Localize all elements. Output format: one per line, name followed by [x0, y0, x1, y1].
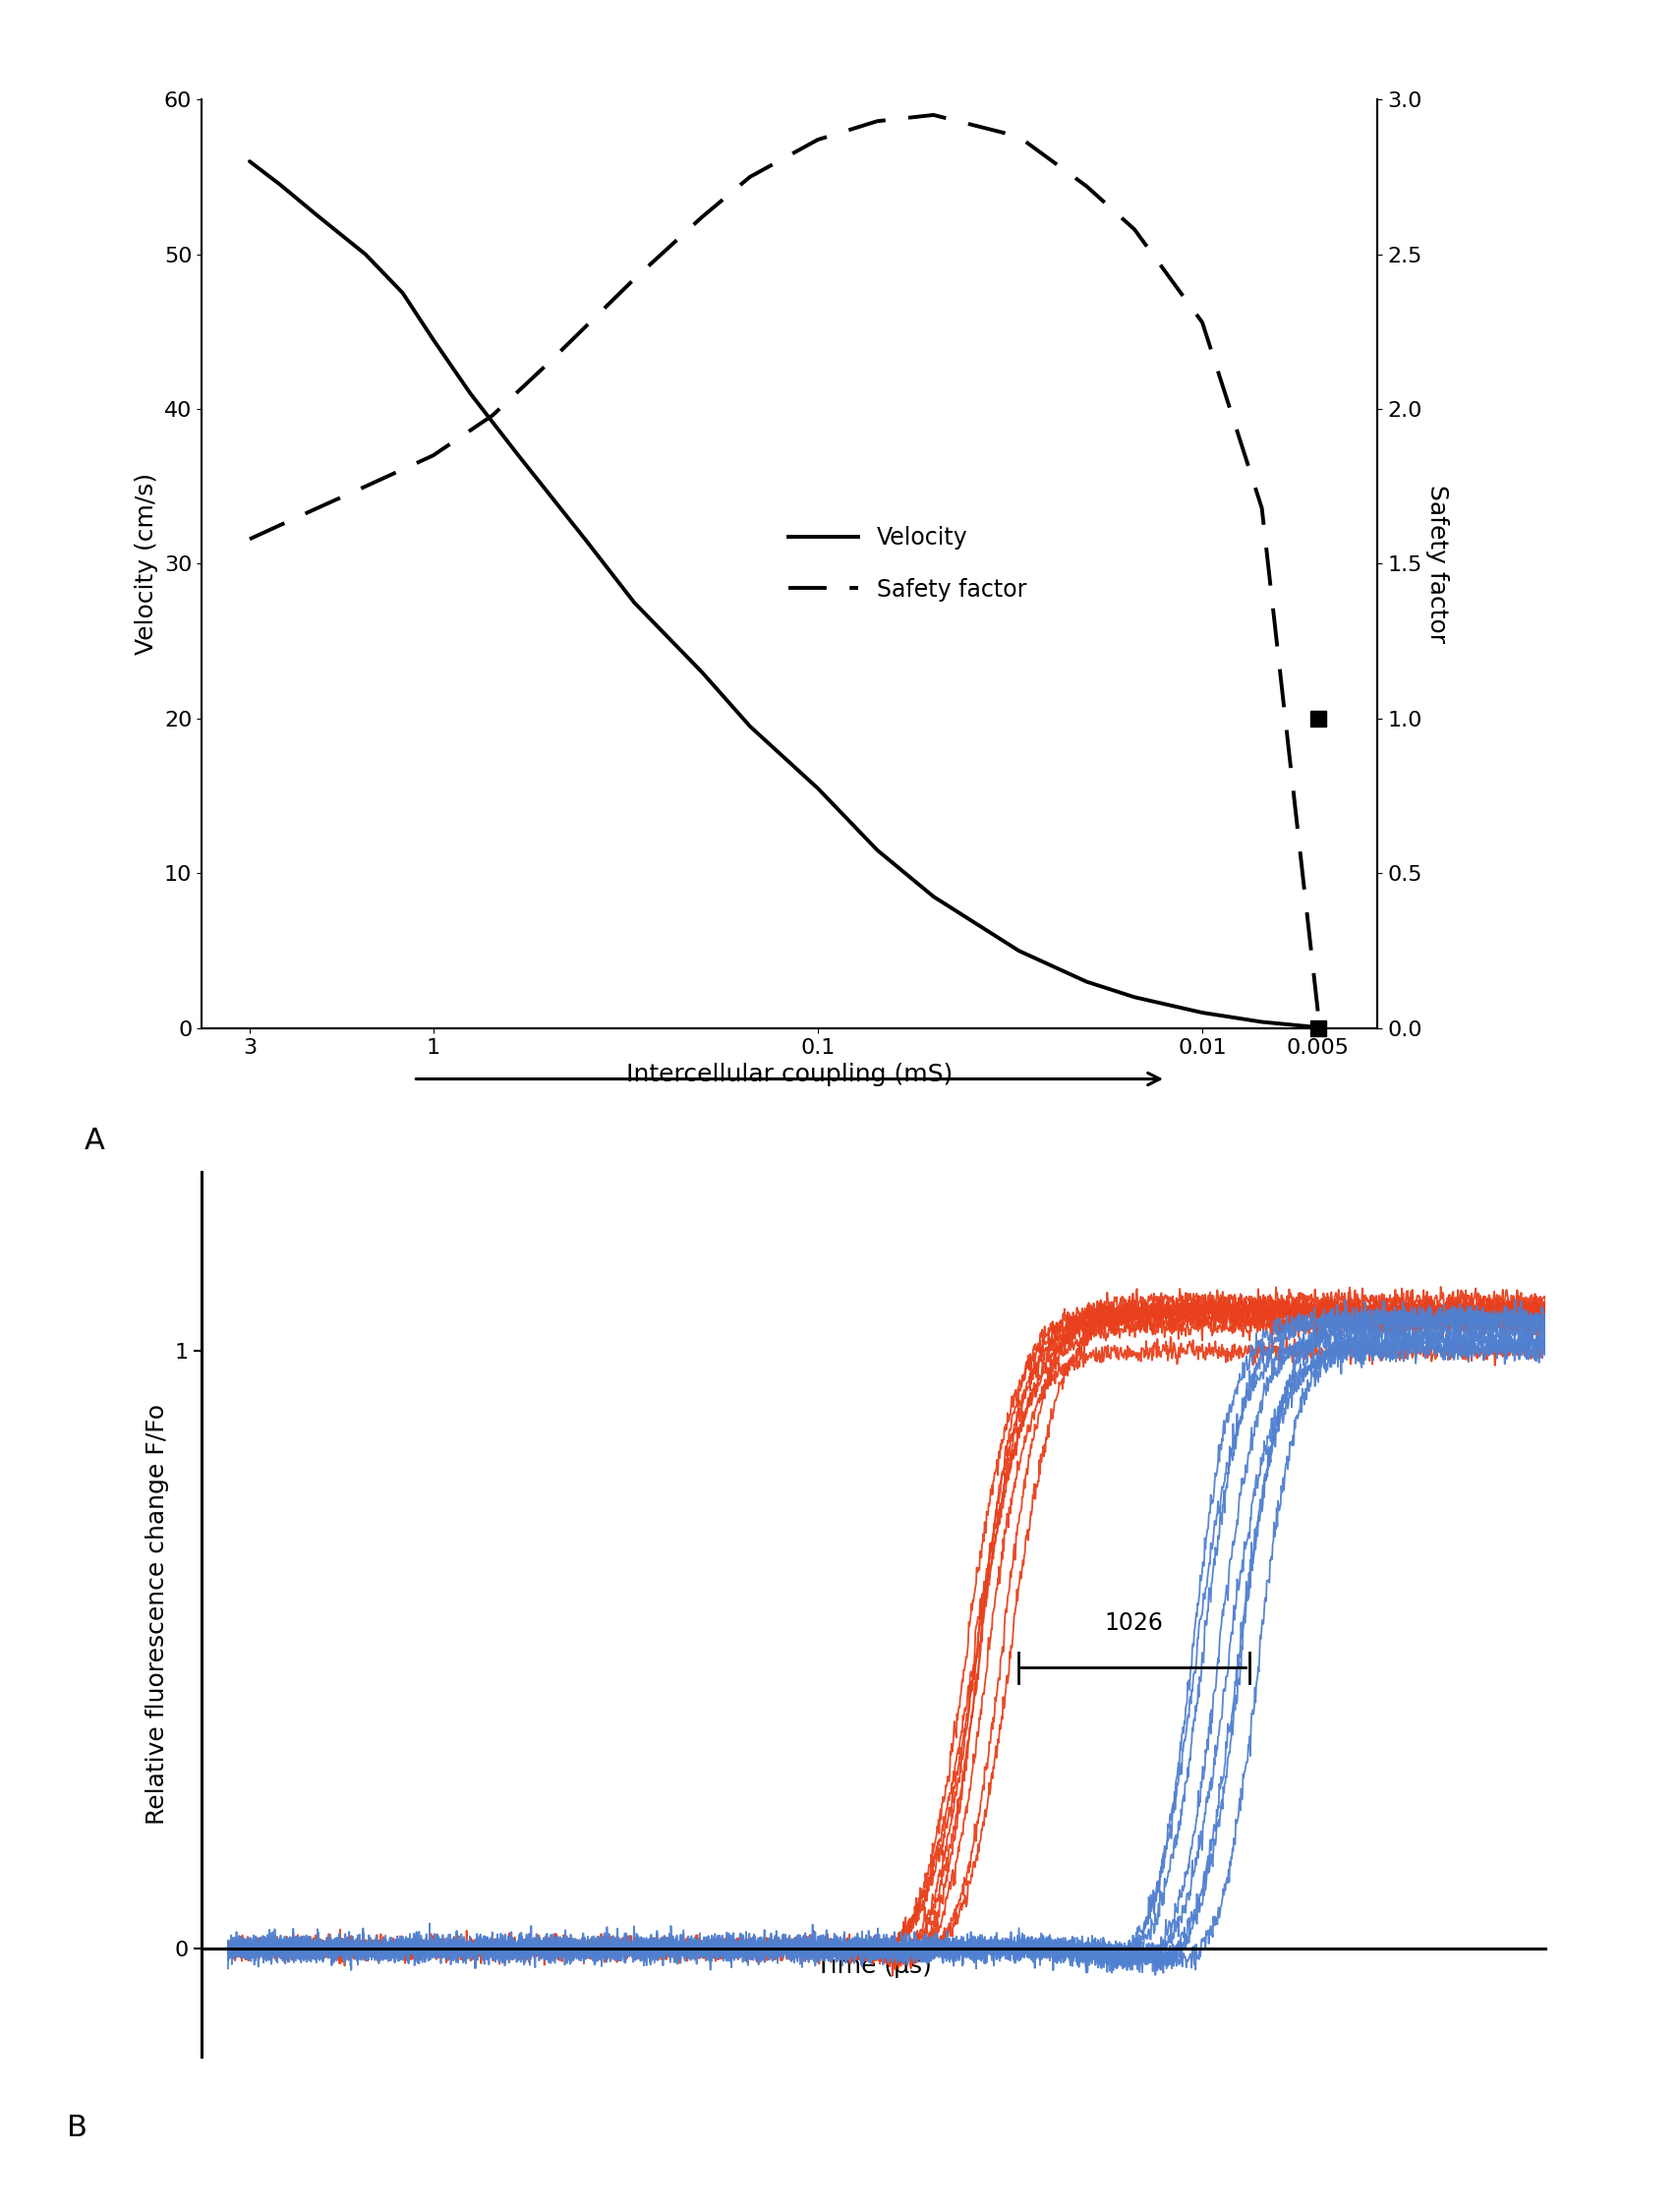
Y-axis label: Relative fluorescence change F/Fo: Relative fluorescence change F/Fo	[146, 1404, 170, 1824]
Text: 1026: 1026	[1104, 1612, 1163, 1634]
Legend: Velocity, Safety factor: Velocity, Safety factor	[780, 517, 1035, 610]
X-axis label: Time (μs): Time (μs)	[816, 1955, 931, 1977]
Text: B: B	[67, 2114, 87, 2142]
Y-axis label: Safety factor: Safety factor	[1426, 484, 1450, 643]
Y-axis label: Velocity (cm/s): Velocity (cm/s)	[134, 473, 158, 654]
Text: A: A	[84, 1125, 104, 1154]
X-axis label: Intercellular coupling (mS): Intercellular coupling (mS)	[627, 1063, 953, 1086]
